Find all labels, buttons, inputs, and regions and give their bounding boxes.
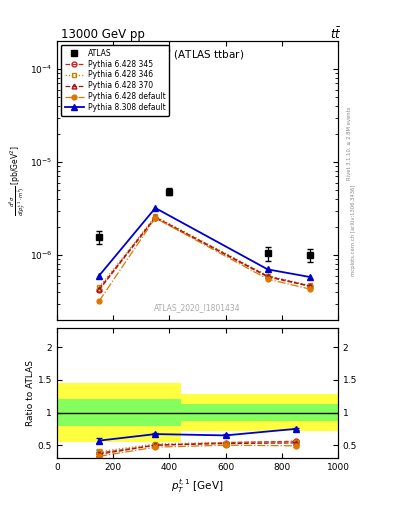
Text: 13000 GeV pp: 13000 GeV pp	[61, 28, 145, 41]
Text: $t\bar{t}$: $t\bar{t}$	[331, 27, 342, 42]
Text: $p_T^{top}$ (ATLAS ttbar): $p_T^{top}$ (ATLAS ttbar)	[151, 47, 244, 65]
Y-axis label: Ratio to ATLAS: Ratio to ATLAS	[26, 360, 35, 426]
X-axis label: $p_T^{t,1}$ [GeV]: $p_T^{t,1}$ [GeV]	[171, 478, 224, 495]
Text: Rivet 3.1.10, ≥ 2.8M events: Rivet 3.1.10, ≥ 2.8M events	[347, 106, 351, 180]
Legend: ATLAS, Pythia 6.428 345, Pythia 6.428 346, Pythia 6.428 370, Pythia 6.428 defaul: ATLAS, Pythia 6.428 345, Pythia 6.428 34…	[61, 45, 169, 116]
Text: ATLAS_2020_I1801434: ATLAS_2020_I1801434	[154, 303, 241, 312]
Text: mcplots.cern.ch [arXiv:1306.3436]: mcplots.cern.ch [arXiv:1306.3436]	[351, 185, 356, 276]
Y-axis label: $\frac{d^2\sigma}{d(p_T^{t,1}\cdot m^{\bar{t}})}$ [pb/GeV$^2$]: $\frac{d^2\sigma}{d(p_T^{t,1}\cdot m^{\b…	[7, 145, 28, 216]
